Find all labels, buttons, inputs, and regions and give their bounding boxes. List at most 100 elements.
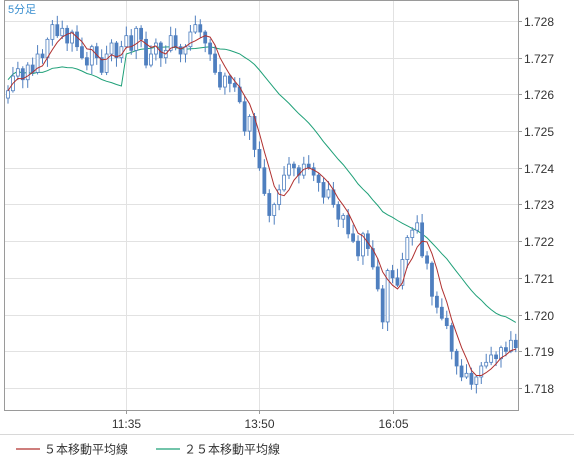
candle-body [55,24,60,37]
ma5-line [7,32,516,376]
candle-body [124,35,129,48]
candle-body [50,24,55,40]
candle-body [459,365,464,378]
legend: ５本移動平均線 ２５本移動平均線 [16,442,280,457]
candle-body [356,240,360,257]
candle-body [494,354,498,360]
ma25-line [7,46,517,323]
candle-body [489,354,494,363]
candle-body [410,229,415,238]
candle-body [375,266,380,290]
candle-body [94,46,99,59]
candle-body [35,53,40,73]
candle-body [99,57,104,73]
candle-body [454,350,459,367]
candle-body [109,42,114,55]
y-tick-label: 1.726 [524,88,554,102]
candle-body [444,317,449,327]
plot-area-border [4,0,519,411]
candle-body [306,163,311,169]
y-axis: 1.728 1.727 1.726 1.725 1.724 1.723 1.722 1.721… [518,15,554,396]
grid-lines [5,1,518,410]
candle-body [508,339,513,352]
candle-body [183,46,188,55]
candle-body [464,372,469,378]
y-tick-label: 1.725 [524,125,554,139]
candle-body [430,262,434,297]
candle-body [232,82,237,88]
candle-body [213,53,217,73]
candle-body [139,27,144,40]
candle-body [292,163,296,169]
candle-body [242,101,247,132]
candle-body [178,46,183,55]
candle-body [89,46,94,66]
candle-body [504,347,508,352]
candle-body [277,189,282,205]
candle-body [25,64,30,81]
candle-body [326,189,331,198]
candle-body [262,167,267,194]
candle-body [198,24,203,33]
candle-body [395,277,400,286]
candle-body [70,31,74,44]
x-axis: 11:35 13:50 16:05 [112,410,409,431]
candle-body [336,204,341,220]
candle-body [390,270,395,279]
candle-body [405,237,410,260]
candle-body [193,24,198,33]
candle-body [351,233,356,242]
ma5-series [7,32,516,376]
candle-body [449,325,454,352]
candle-body [153,42,158,55]
candle-body [15,68,20,77]
candle-body [484,361,489,367]
candle-body [45,38,50,59]
candle-body [316,174,321,183]
y-tick-label: 1.721 [524,272,554,286]
candle-body [469,372,474,385]
y-tick-label: 1.719 [524,345,554,359]
candle-body [439,306,444,319]
candle-body [75,31,79,48]
candle-body [321,182,326,198]
candle-body [203,31,208,44]
candle-body [65,27,70,44]
candle-body [257,149,262,169]
candle-body [149,53,153,66]
candle-body [385,270,390,323]
candle-body [218,71,222,88]
x-tick-label: 16:05 [378,417,408,431]
y-tick-label: 1.728 [524,15,554,29]
ma25-series [7,46,517,323]
candle-body [513,339,518,349]
candle-body [474,376,479,385]
legend-ma5-label: ５本移動平均線 [44,442,128,457]
candle-body [6,90,10,99]
candle-body [80,46,84,59]
candle-body [311,167,316,176]
candle-body [420,222,425,257]
x-tick-label: 11:35 [112,417,141,431]
candle-body [425,255,429,264]
candle-body [144,38,148,66]
candle-body [60,27,65,37]
candle-body [415,222,420,231]
y-tick-label: 1.723 [524,198,554,212]
candle-body [40,53,45,59]
candle-body [341,215,346,220]
x-tick-label: 13:50 [244,417,274,431]
legend-ma25-label: ２５本移動平均線 [184,442,280,457]
candle-body [272,204,277,216]
candle-body [208,42,213,55]
y-tick-label: 1.724 [524,162,554,176]
y-tick-label: 1.718 [524,382,554,396]
candle-body [435,295,439,308]
y-tick-label: 1.720 [524,309,554,323]
candle-body [129,35,134,51]
candle-body [84,57,89,66]
interval-label: 5分足 [8,3,36,16]
candle-body [119,46,124,59]
y-tick-label: 1.727 [524,52,554,66]
